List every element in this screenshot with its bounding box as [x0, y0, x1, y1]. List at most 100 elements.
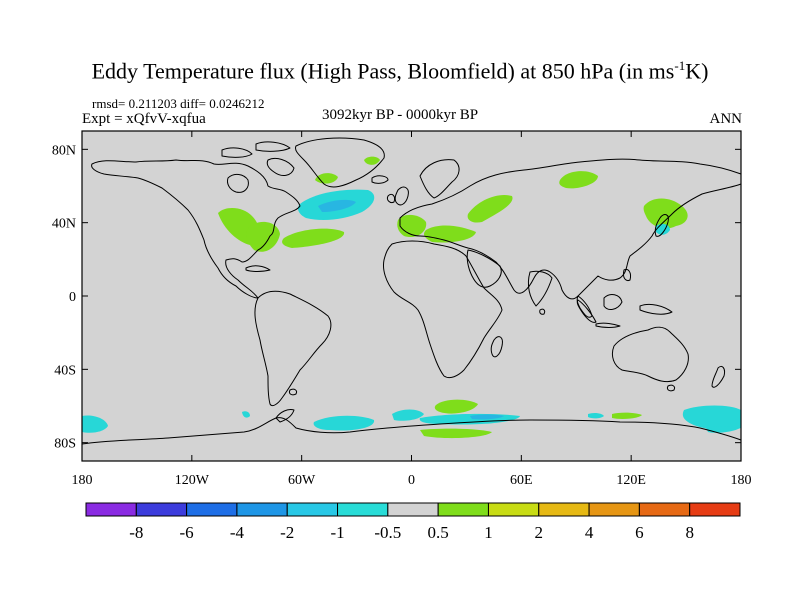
map-area	[81, 130, 742, 462]
coast-baffin	[266, 157, 295, 176]
coast-canadian-arctic-2	[255, 141, 291, 152]
anomaly-southern-ocean-40e	[434, 399, 478, 414]
title-superscript: -1	[674, 58, 686, 73]
anomaly-south-pacific-240	[242, 411, 250, 418]
anomaly-siberia	[559, 171, 598, 189]
y-tick-label: 40S	[54, 363, 76, 378]
anomaly-southern-ocean-120e	[612, 412, 642, 419]
map-background	[82, 131, 741, 461]
coast-new-zealand	[711, 365, 725, 388]
x-tick-label: 180	[72, 473, 93, 488]
coast-borneo	[603, 294, 623, 310]
coast-sri-lanka	[539, 308, 546, 315]
anomaly-southern-ocean-110e	[588, 412, 604, 419]
coast-australia	[611, 326, 689, 383]
colorbar-label: -4	[230, 523, 245, 542]
coast-sumatra	[576, 299, 597, 323]
x-tick-label: 60E	[510, 473, 533, 488]
coast-hudson-bay	[227, 173, 249, 193]
colorbar: -8 -6 -4 -2 -1 -0.5 0.5 1 2 4 6 8	[85, 502, 741, 542]
y-tick-label: 0	[69, 290, 76, 305]
colorbar-label: 2	[535, 523, 544, 542]
coast-new-guinea	[639, 303, 673, 315]
y-tick-label: 40N	[52, 217, 76, 232]
period-label: 3092kyr BP - 0000kyr BP	[322, 107, 479, 123]
colorbar-swatch	[538, 502, 590, 517]
title-end: K)	[685, 58, 709, 84]
x-tick-label: 120W	[175, 473, 210, 488]
stats-text: rmsd= 0.211203 diff= 0.0246212	[92, 96, 265, 111]
coast-japan	[654, 214, 669, 237]
coast-greenland	[295, 137, 385, 188]
anomaly-south-atlantic-east	[392, 409, 424, 421]
colorbar-label: -8	[129, 523, 143, 542]
coast-antarctica	[81, 417, 742, 445]
coast-java	[595, 322, 621, 328]
anomaly-labrador-core	[318, 199, 356, 212]
colorbar-label: -1	[330, 523, 344, 542]
coastline-layer	[81, 137, 742, 445]
colorbar-swatch	[286, 502, 339, 517]
colorbar-label: 6	[635, 523, 644, 542]
title-main: Eddy Temperature flux (High Pass, Bloomf…	[91, 58, 675, 84]
colorbar-swatch	[387, 502, 439, 517]
colorbar-label: 4	[585, 523, 594, 542]
anomaly-antarctic-south-atlantic-green	[420, 428, 492, 439]
colorbar-label: 1	[484, 523, 493, 542]
coast-scandinavia	[419, 159, 460, 199]
colorbar-swatch	[689, 502, 741, 517]
anomaly-ne-asia	[643, 198, 688, 229]
coast-philippines	[623, 269, 631, 281]
colorbar-swatch	[85, 502, 137, 517]
coast-antarctic-peninsula	[275, 409, 295, 423]
coast-cuba	[245, 265, 271, 272]
coast-iceland	[371, 175, 389, 184]
colorbar-label: 8	[685, 523, 694, 542]
y-tick-label: 80N	[52, 143, 76, 158]
coast-falklands	[289, 388, 297, 396]
coast-tasmania	[667, 384, 675, 392]
colorbar-swatch	[638, 502, 691, 517]
anomaly-south-atlantic-west	[313, 415, 375, 431]
coast-madagascar	[490, 336, 503, 358]
coast-india	[527, 270, 553, 307]
anomaly-antarctic-ross-sea	[706, 426, 740, 433]
colorbar-swatch	[236, 502, 288, 517]
x-tick-label: 0	[408, 473, 415, 488]
anomaly-western-europe	[397, 214, 427, 238]
anomaly-greenland-east	[364, 156, 380, 165]
coast-canadian-arctic-1	[221, 147, 253, 158]
experiment-label: Expt = xQfvV-xqfua	[82, 111, 206, 127]
map-axes: 180 120W 60W 0 60E 120E 180 80N 40N 0 40S 80S	[52, 131, 752, 488]
coast-north-america	[91, 159, 301, 299]
colorbar-label: -2	[280, 523, 294, 542]
coast-uk	[394, 186, 409, 206]
colorbar-swatch	[588, 502, 640, 517]
x-tick-label: 60W	[288, 473, 316, 488]
anomaly-black-sea	[467, 194, 513, 223]
coast-eurasia	[399, 158, 742, 300]
colorbar-swatch	[487, 502, 540, 517]
coast-africa	[383, 240, 503, 379]
season-label: ANN	[709, 111, 743, 127]
coast-arabia	[466, 249, 502, 288]
x-tick-label: 120E	[616, 473, 646, 488]
colorbar-label: -0.5	[374, 523, 401, 542]
colorbar-swatch	[186, 502, 238, 517]
coast-south-america	[254, 290, 332, 407]
colorbar-swatch	[437, 502, 489, 517]
anomaly-southern-ocean-170e	[682, 405, 741, 430]
y-tick-label: 80S	[54, 437, 76, 452]
anomaly-central-atlantic	[282, 228, 345, 248]
chart-title: Eddy Temperature flux (High Pass, Bloomf…	[0, 58, 800, 84]
anomaly-south-pacific-west	[82, 415, 108, 433]
x-tick-label: 180	[731, 473, 752, 488]
colorbar-label: 0.5	[428, 523, 449, 542]
colorbar-swatch	[135, 502, 188, 517]
coast-ireland	[387, 193, 395, 203]
anomaly-eastern-us	[246, 221, 280, 252]
anomaly-antarctic-coast-core	[470, 414, 504, 420]
colorbar-swatch	[337, 502, 389, 517]
colorbar-label: -6	[180, 523, 194, 542]
